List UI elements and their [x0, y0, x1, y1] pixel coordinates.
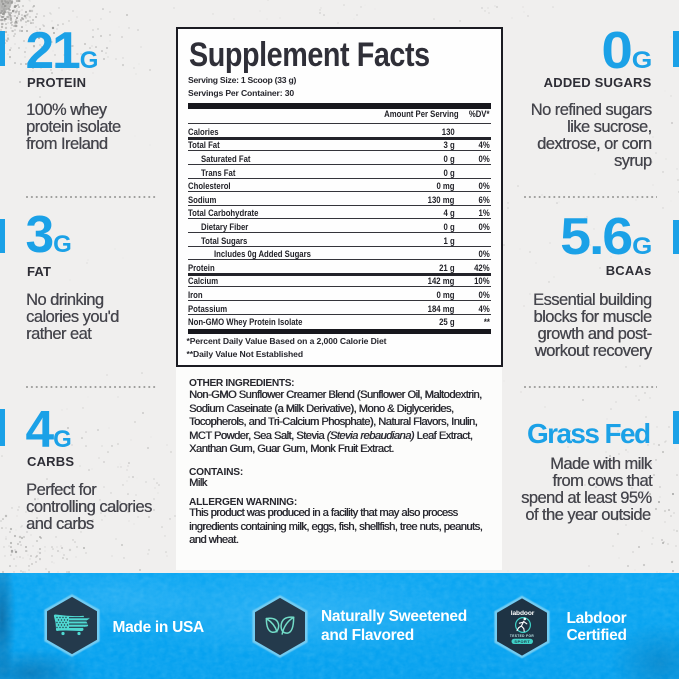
svg-text:TESTED FOR: TESTED FOR	[510, 634, 534, 638]
svg-text:labdoor: labdoor	[511, 610, 535, 617]
svg-text:SPORT: SPORT	[514, 639, 530, 644]
